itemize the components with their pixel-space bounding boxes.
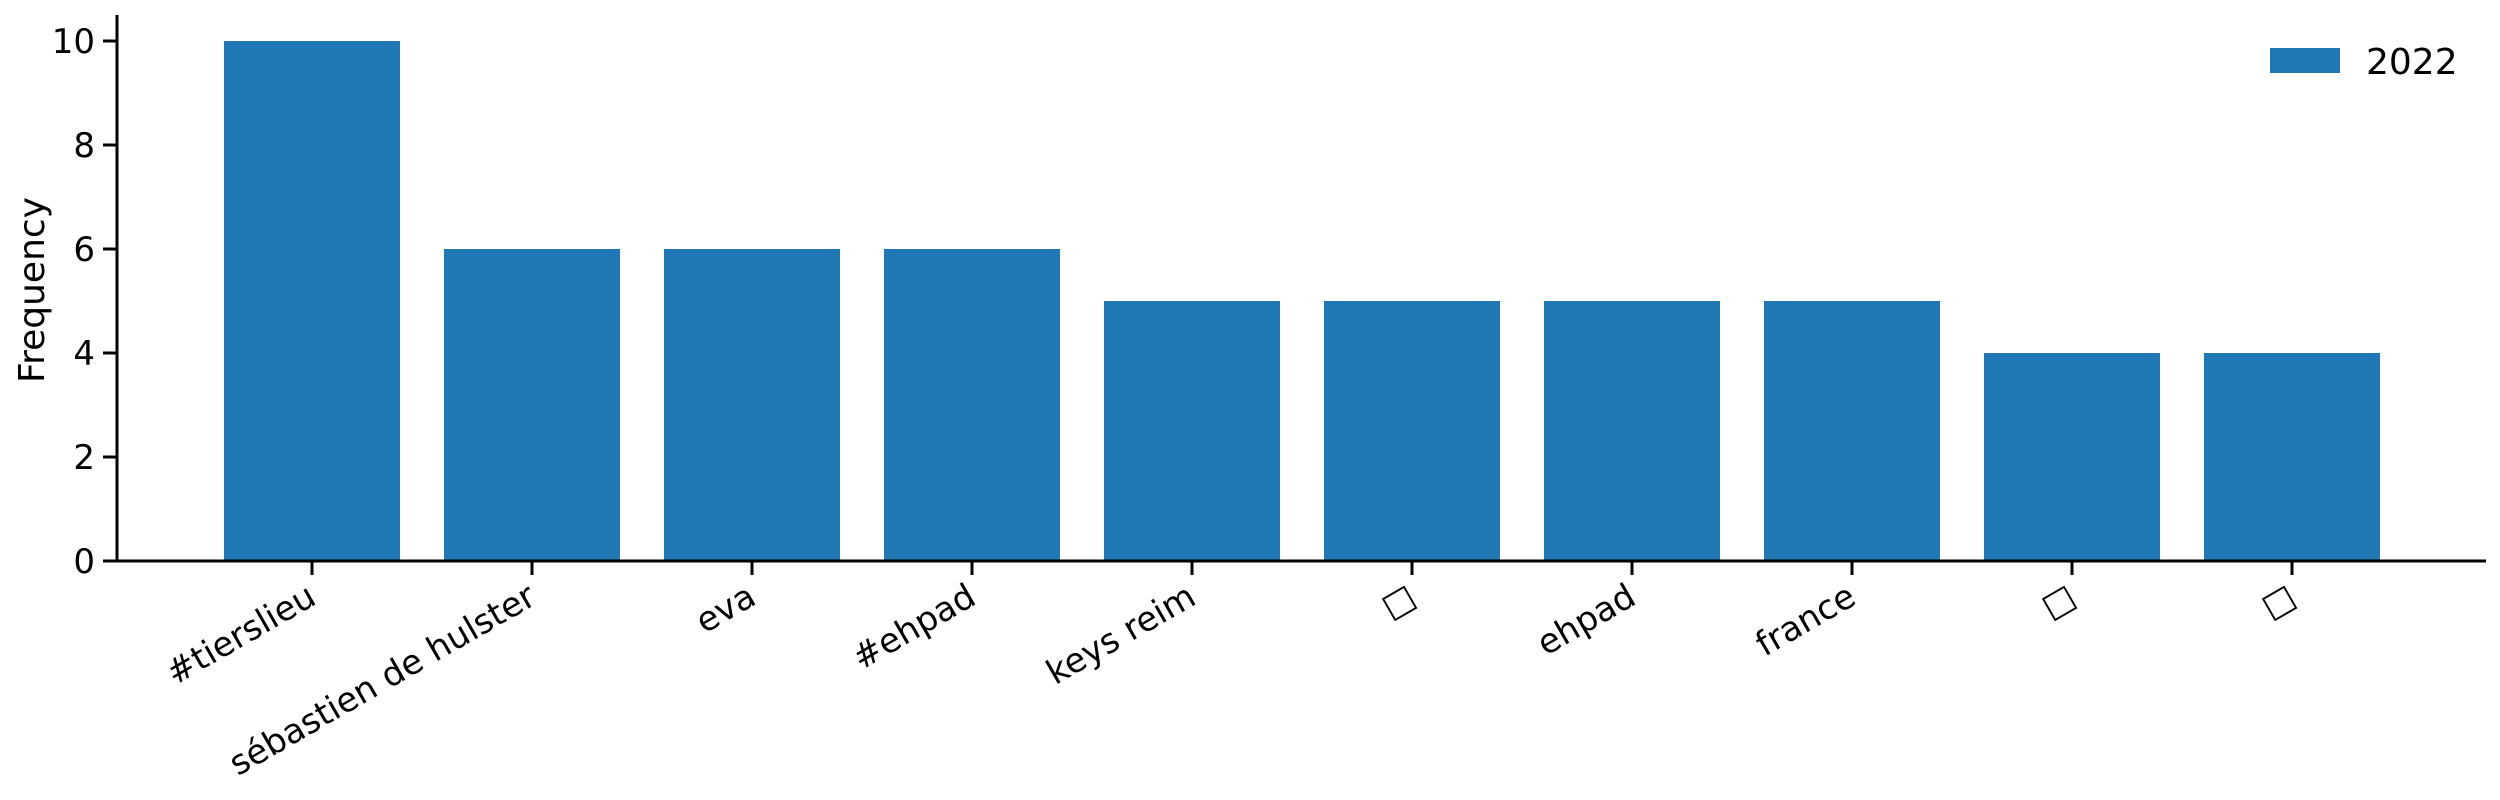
legend-swatch: [2270, 48, 2340, 73]
bars-group: [224, 41, 2380, 561]
y-tick-label: 4: [73, 334, 95, 374]
bar-4: [1104, 301, 1280, 561]
bar-0: [224, 41, 400, 561]
y-tick-label: 6: [73, 230, 95, 270]
y-tick-label: 2: [73, 438, 95, 478]
y-tick-label: 10: [52, 22, 95, 62]
y-tick-label: 8: [73, 126, 95, 166]
y-axis: 0 2 4 6 8 10: [52, 15, 119, 582]
x-tick-label: ehpad: [1530, 576, 1642, 664]
x-tick-label: eva: [689, 576, 763, 642]
y-tick-label: 0: [73, 542, 95, 582]
bar-2: [664, 249, 840, 561]
x-tick-label: france: [1749, 576, 1862, 665]
bar-6: [1544, 301, 1720, 561]
bar-5: [1324, 301, 1500, 561]
bar-3: [884, 249, 1060, 561]
legend: 2022: [2270, 42, 2458, 83]
bar-9: [2204, 353, 2380, 561]
x-tick-label: □: [1375, 576, 1423, 627]
bar-1: [444, 249, 620, 561]
y-axis-title: Frequency: [12, 197, 53, 383]
legend-label: 2022: [2366, 42, 2458, 83]
x-tick-label: keys reim: [1040, 576, 1203, 693]
bar-7: [1764, 301, 1940, 561]
x-tick-label: □: [2035, 576, 2083, 627]
x-tick-label: □: [2255, 576, 2303, 627]
bar-8: [1984, 353, 2160, 561]
x-tick-label: #ehpad: [846, 576, 983, 678]
x-tick-label: #tierslieu: [159, 576, 322, 693]
